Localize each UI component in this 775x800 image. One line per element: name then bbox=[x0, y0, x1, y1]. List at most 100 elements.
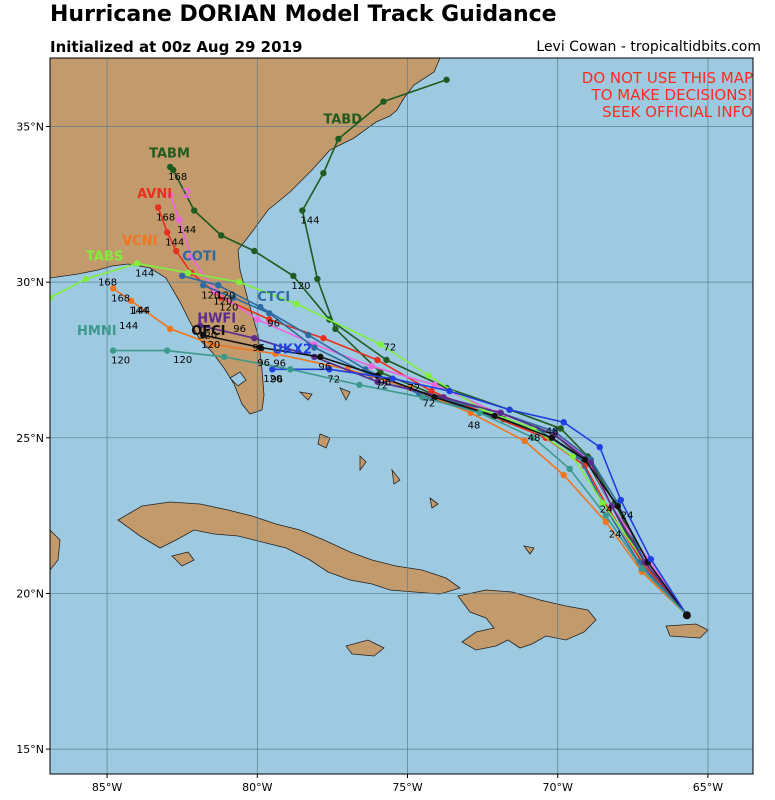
yucatan bbox=[50, 529, 61, 571]
track-point bbox=[127, 297, 135, 305]
track-point bbox=[311, 344, 318, 351]
track-point bbox=[299, 207, 306, 214]
bahamas-5 bbox=[429, 497, 439, 509]
track-point bbox=[317, 353, 324, 361]
track-point bbox=[320, 169, 327, 177]
track-point bbox=[218, 232, 225, 239]
track-hour-label: 144 bbox=[135, 268, 154, 279]
track-point bbox=[305, 331, 312, 339]
hour-label: 72 bbox=[408, 383, 421, 394]
track-hour-label: 144 bbox=[300, 216, 319, 227]
track-hour-label: 96 bbox=[273, 359, 286, 370]
model-label: TABD bbox=[323, 112, 362, 127]
track-point bbox=[428, 387, 435, 395]
hour-label: 72 bbox=[383, 343, 396, 354]
track-point bbox=[191, 207, 198, 214]
track-hour-label: 144 bbox=[177, 225, 196, 236]
track-hour-label: 96 bbox=[270, 374, 283, 385]
lon-tick-label: 70°W bbox=[543, 781, 573, 794]
track-point bbox=[215, 282, 222, 289]
track-point bbox=[163, 347, 171, 354]
hour-label: 96 bbox=[233, 324, 246, 335]
model-label: 2 bbox=[182, 187, 191, 202]
track-point bbox=[166, 325, 174, 333]
track-point bbox=[335, 135, 342, 143]
track-line bbox=[113, 349, 688, 616]
warning-box: DO NOT USE THIS MAP TO MAKE DECISIONS! S… bbox=[493, 70, 753, 121]
track-point bbox=[269, 366, 276, 373]
track-point bbox=[175, 216, 183, 224]
track-point bbox=[497, 409, 504, 417]
track-point bbox=[431, 381, 438, 389]
lon-tick-label: 75°W bbox=[392, 781, 422, 794]
hispaniola bbox=[457, 589, 597, 651]
hour-label: 48 bbox=[528, 433, 541, 444]
track-point bbox=[521, 437, 528, 445]
track-point bbox=[431, 394, 438, 401]
track-hour-label: 168 bbox=[156, 212, 175, 223]
track-hour-label: 72 bbox=[327, 374, 340, 385]
lat-tick-label: 15°N bbox=[16, 743, 44, 756]
track-point bbox=[557, 425, 564, 432]
track-hour-label: 120 bbox=[198, 331, 217, 342]
warning-line-3: SEEK OFFICIAL INFO bbox=[602, 103, 753, 121]
bahamas-6 bbox=[298, 391, 313, 401]
track-point bbox=[290, 272, 297, 280]
track-ukx2 bbox=[269, 366, 691, 619]
lon-tick-label: 65°W bbox=[693, 781, 723, 794]
track-hour-label: 120 bbox=[216, 290, 235, 301]
us-mainland bbox=[50, 58, 441, 415]
lat-tick-label: 20°N bbox=[16, 587, 44, 600]
track-point bbox=[419, 394, 426, 401]
track-point bbox=[377, 341, 384, 348]
track-point bbox=[266, 316, 273, 323]
track-point bbox=[320, 334, 327, 342]
track-tabs bbox=[50, 260, 691, 619]
track-hour-label: 120 bbox=[291, 281, 310, 292]
model-label: VCNI bbox=[122, 234, 157, 249]
florida-lake bbox=[229, 371, 247, 387]
track-hour-label: 96 bbox=[252, 343, 265, 354]
track-point bbox=[166, 163, 174, 171]
track-point bbox=[638, 565, 646, 572]
model-tracks bbox=[50, 76, 691, 619]
track-hour-label: 120 bbox=[219, 303, 238, 314]
model-label: TABM bbox=[149, 147, 190, 162]
track-point bbox=[154, 204, 162, 211]
track-hour-label: 120 bbox=[201, 290, 220, 301]
track-point bbox=[383, 356, 390, 364]
jamaica bbox=[345, 639, 385, 657]
track-point bbox=[197, 322, 204, 329]
model-label: CTCI bbox=[257, 290, 290, 305]
track-point bbox=[236, 278, 243, 286]
track-point bbox=[614, 503, 622, 510]
model-label: HWFI bbox=[197, 312, 236, 327]
hour-label: 120 bbox=[263, 374, 282, 385]
track-point bbox=[200, 331, 207, 339]
track-point bbox=[566, 465, 573, 473]
hour-label: 96 bbox=[257, 358, 270, 369]
track-point bbox=[548, 434, 555, 441]
track-point bbox=[109, 285, 117, 292]
track-hour-label: 120 bbox=[111, 356, 130, 367]
track-point bbox=[50, 294, 54, 301]
bahamas-4 bbox=[391, 468, 401, 485]
track-hour-label: 120 bbox=[201, 340, 220, 351]
hour-label: 72 bbox=[423, 399, 436, 410]
track-point bbox=[326, 366, 333, 373]
track-hour-label: 168 bbox=[111, 293, 130, 304]
track-hour-label: 144 bbox=[165, 237, 184, 248]
track-point bbox=[251, 247, 258, 255]
track-point bbox=[184, 269, 192, 276]
land-masses bbox=[50, 58, 709, 657]
track-point bbox=[109, 347, 117, 354]
track-point bbox=[133, 260, 141, 267]
track-point bbox=[491, 412, 498, 420]
hour-label: 168 bbox=[98, 277, 117, 288]
gridlines bbox=[50, 58, 753, 774]
track-point bbox=[230, 294, 237, 301]
model-label: HMNI bbox=[77, 324, 117, 339]
hour-label: 24 bbox=[621, 511, 634, 522]
track-hour-label: 120 bbox=[213, 296, 232, 307]
puerto-rico bbox=[665, 623, 709, 639]
